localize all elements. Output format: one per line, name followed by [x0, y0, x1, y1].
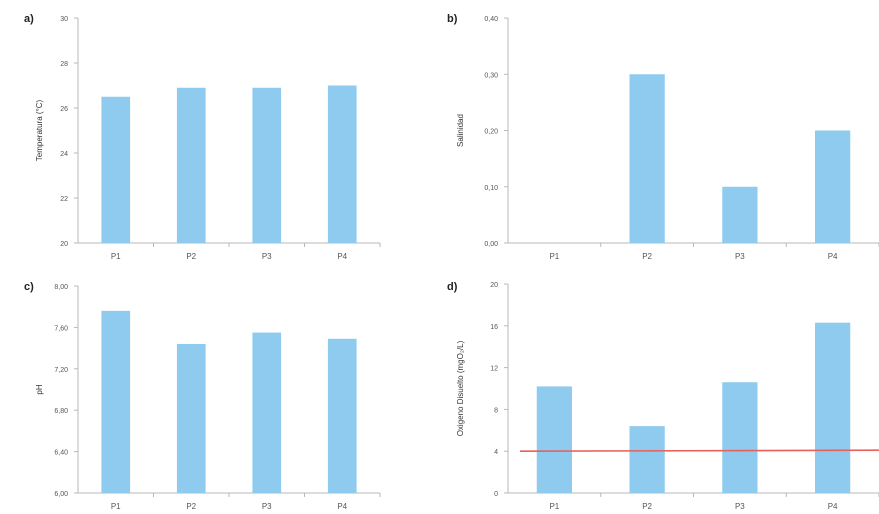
- x-tick-label-a-p3: P3: [262, 252, 272, 261]
- y-tick-label-d-3: 12: [490, 366, 498, 373]
- y-tick-label-c-1: 6,40: [54, 450, 68, 457]
- y-tick-label-b-3: 0,30: [484, 72, 498, 79]
- y-tick-label-c-3: 7,20: [54, 367, 68, 374]
- y-tick-label-a-1: 22: [60, 196, 68, 203]
- x-tick-label-d-p4: P4: [828, 502, 838, 511]
- chart-panel-a: a) Temperatura (°C) 20 22 24 26 28 30 P1 P2 P3 P4: [24, 13, 381, 261]
- bar-a-p1: [101, 96, 131, 243]
- y-tick-label-b-1: 0,10: [484, 185, 498, 192]
- x-tick-label-a-p1: P1: [111, 252, 121, 261]
- chart-panel-b: b) Salinidad 0,00 0,10 0,20 0,30 0,40 P1 P2 P3 P…: [447, 13, 879, 261]
- bar-b-p2: [629, 74, 665, 243]
- y-tick-label-a-0: 20: [60, 241, 68, 248]
- y-tick-label-c-0: 6,00: [54, 491, 68, 498]
- bar-c-p2: [176, 343, 206, 493]
- y-tick-label-a-2: 24: [60, 151, 68, 158]
- x-tick-label-c-p3: P3: [262, 502, 272, 511]
- bar-d-p4: [815, 322, 851, 493]
- x-tick-label-d-p2: P2: [642, 502, 652, 511]
- x-tick-label-b-p2: P2: [642, 252, 652, 261]
- y-tick-label-a-4: 28: [60, 61, 68, 68]
- y-tick-label-a-3: 26: [60, 106, 68, 113]
- x-tick-label-c-p4: P4: [337, 502, 347, 511]
- x-tick-label-c-p1: P1: [111, 502, 121, 511]
- y-tick-label-c-2: 6,80: [54, 408, 68, 415]
- bar-c-p4: [327, 338, 357, 493]
- y-tick-label-d-1: 4: [494, 449, 498, 456]
- chart-panel-d: d) Oxigeno Disuelto (mgO₂/L) 0 4 8 12 16 20 P1…: [447, 281, 879, 511]
- x-tick-label-b-p1: P1: [549, 252, 559, 261]
- x-tick-label-a-p4: P4: [337, 252, 347, 261]
- y-axis-label-salinidad: Salinidad: [456, 114, 465, 147]
- y-axis-label-temperatura: Temperatura (°C): [35, 99, 44, 161]
- y-axis-label-oxigeno: Oxigeno Disuelto (mgO₂/L): [456, 340, 465, 436]
- y-tick-label-b-2: 0,20: [484, 129, 498, 136]
- y-tick-label-d-2: 8: [494, 407, 498, 414]
- y-tick-label-a-5: 30: [60, 16, 68, 23]
- y-tick-label-b-4: 0,40: [484, 16, 498, 23]
- y-tick-label-d-5: 20: [490, 282, 498, 289]
- x-tick-label-d-p3: P3: [735, 502, 745, 511]
- chart-panel-c: c) pH 6,00 6,40 6,80 7,20 7,60 8,00 P1 P2 P3 P4: [24, 281, 381, 511]
- bar-b-p3: [722, 186, 758, 243]
- x-tick-label-d-p1: P1: [549, 502, 559, 511]
- y-tick-label-c-4: 7,60: [54, 325, 68, 332]
- bar-b-p4: [815, 130, 851, 243]
- y-tick-label-c-5: 8,00: [54, 284, 68, 291]
- bar-c-p3: [252, 332, 282, 493]
- x-tick-label-b-p3: P3: [735, 252, 745, 261]
- reference-line-d: [519, 449, 879, 453]
- x-tick-label-a-p2: P2: [186, 252, 196, 261]
- bar-d-p1: [536, 386, 572, 493]
- y-tick-label-d-0: 0: [494, 491, 498, 498]
- panel-label-c: c): [24, 281, 34, 293]
- panel-label-d: d): [447, 281, 458, 293]
- x-tick-label-b-p4: P4: [828, 252, 838, 261]
- bar-d-p2: [629, 426, 665, 493]
- y-tick-label-b-0: 0,00: [484, 241, 498, 248]
- bar-d-p3: [722, 382, 758, 493]
- panel-label-b: b): [447, 13, 458, 25]
- bar-c-p1: [101, 310, 131, 493]
- bar-a-p2: [176, 87, 206, 243]
- panel-label-a: a): [24, 13, 34, 25]
- x-tick-label-c-p2: P2: [186, 502, 196, 511]
- bar-a-p4: [327, 85, 357, 243]
- bar-a-p3: [252, 87, 282, 243]
- y-axis-label-ph: pH: [35, 384, 44, 394]
- y-tick-label-d-4: 16: [490, 324, 498, 331]
